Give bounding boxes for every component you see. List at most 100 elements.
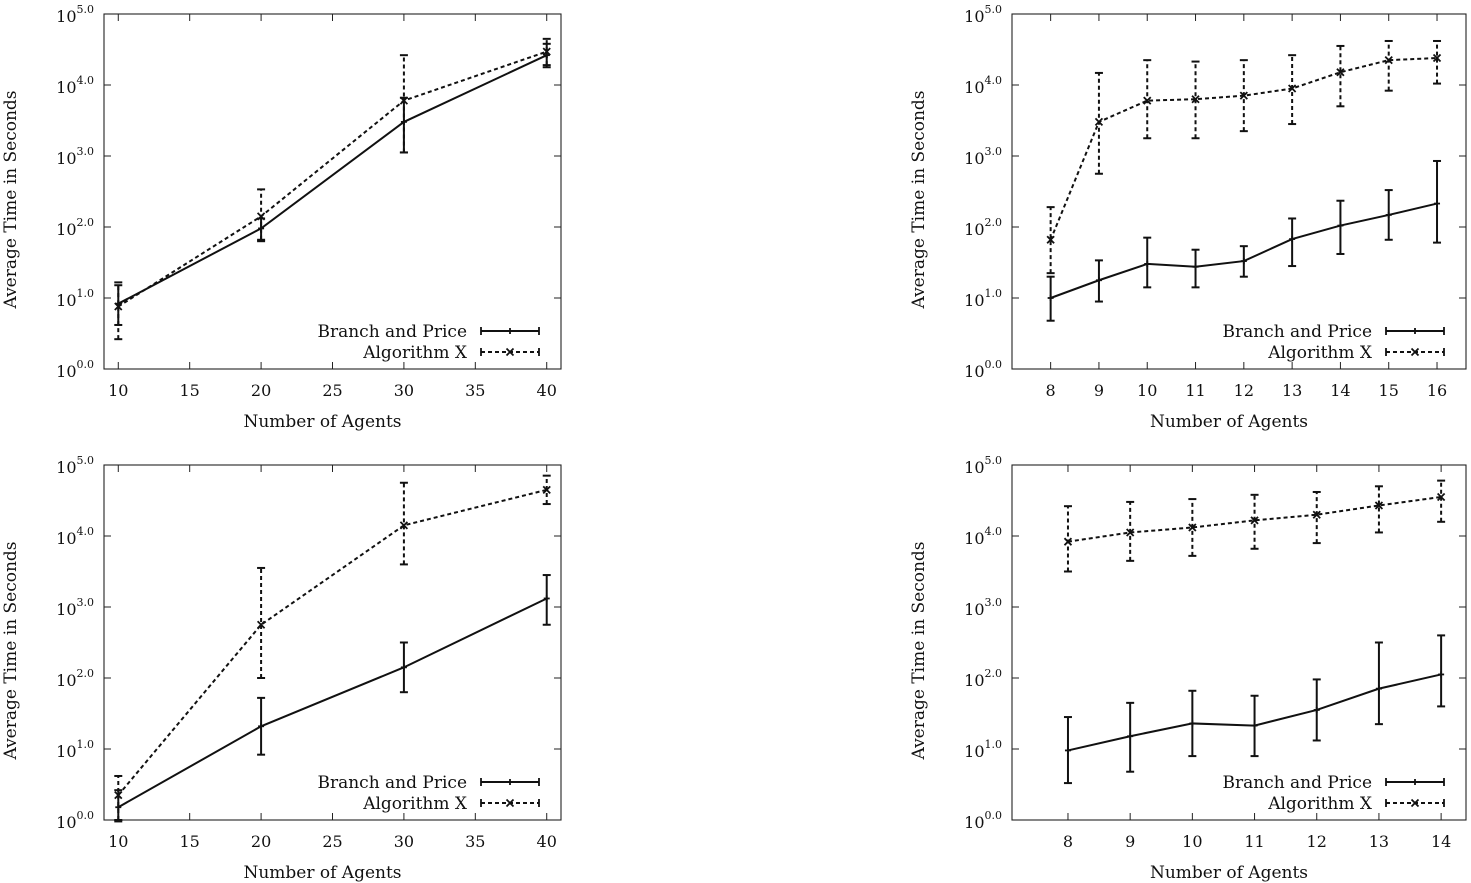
- x-tick-label: 15: [1379, 381, 1399, 400]
- data-point: [1127, 733, 1134, 740]
- y-tick-label: 103.0: [56, 596, 94, 619]
- y-tick-exponent: 0.0: [77, 809, 95, 822]
- x-tick-label: 10: [1137, 381, 1157, 400]
- y-tick-label: 100.0: [56, 809, 94, 832]
- y-tick-label: 103.0: [964, 145, 1002, 168]
- data-point: [400, 664, 407, 671]
- data-point: [1438, 671, 1445, 678]
- data-point: [1126, 528, 1135, 537]
- y-tick-label: 100.0: [56, 358, 94, 381]
- y-tick-exponent: 1.0: [77, 738, 95, 751]
- data-point: [1312, 510, 1321, 519]
- y-tick-label: 101.0: [56, 287, 94, 310]
- data-point: [258, 723, 265, 730]
- data-point: [1251, 722, 1258, 729]
- y-tick-exponent: 0.0: [77, 358, 95, 371]
- data-point: [114, 302, 123, 311]
- data-point: [256, 212, 266, 221]
- x-tick-label: 9: [1094, 381, 1104, 400]
- legend-entry: Algorithm X: [362, 343, 540, 363]
- y-axis-label: Average Time in Seconds: [1, 90, 21, 309]
- data-point: [1188, 523, 1197, 532]
- y-tick-base: 10: [56, 458, 76, 477]
- y-tick-base: 10: [56, 78, 76, 97]
- x-tick-label: 15: [180, 832, 200, 851]
- data-point: [1063, 537, 1073, 546]
- x-axis-label: Number of Agents: [243, 412, 401, 432]
- legend-entry: Algorithm X: [362, 794, 540, 814]
- data-point: [1191, 95, 1200, 104]
- y-tick-label: 103.0: [964, 596, 1002, 619]
- data-point: [1095, 277, 1102, 284]
- legend-entry: Branch and Price: [317, 773, 540, 793]
- data-point: [399, 521, 409, 530]
- legend-label: Algorithm X: [362, 343, 468, 363]
- plot-frame: [1011, 464, 1467, 821]
- y-tick-label: 102.0: [56, 216, 94, 239]
- x-tick-label: 40: [537, 832, 557, 851]
- legend-entry: Algorithm X: [1267, 794, 1445, 814]
- data-point: [542, 485, 551, 494]
- data-point: [1046, 235, 1055, 244]
- y-tick-exponent: 5.0: [77, 3, 95, 16]
- x-axis-label: Number of Agents: [1150, 863, 1308, 883]
- x-tick-label: 10: [108, 832, 128, 851]
- y-tick-base: 10: [964, 671, 984, 690]
- data-point: [1240, 258, 1247, 265]
- x-tick-label: 14: [1431, 832, 1451, 851]
- y-tick-exponent: 3.0: [985, 145, 1003, 158]
- series-line: [117, 597, 548, 809]
- y-tick-label: 101.0: [56, 738, 94, 761]
- y-tick-base: 10: [964, 78, 984, 97]
- y-tick-label: 104.0: [56, 74, 94, 97]
- x-tick-label: 12: [1234, 381, 1254, 400]
- y-tick-base: 10: [964, 742, 984, 761]
- legend-label: Branch and Price: [317, 322, 467, 342]
- x-tick-label: 10: [1182, 832, 1202, 851]
- y-tick-base: 10: [56, 813, 76, 832]
- y-tick-label: 101.0: [964, 738, 1002, 761]
- legend-entry: Branch and Price: [317, 322, 540, 342]
- y-tick-base: 10: [964, 149, 984, 168]
- y-tick-base: 10: [56, 220, 76, 239]
- data-point: [1313, 706, 1320, 713]
- y-tick-label: 105.0: [56, 454, 94, 477]
- y-tick-base: 10: [56, 529, 76, 548]
- y-tick-label: 103.0: [56, 145, 94, 168]
- legend-entry: Algorithm X: [1267, 343, 1445, 363]
- x-tick-label: 13: [1282, 381, 1302, 400]
- x-tick-label: 30: [394, 832, 414, 851]
- data-point: [256, 620, 266, 629]
- data-point: [1189, 720, 1196, 727]
- data-point: [542, 47, 551, 56]
- x-axis-label: Number of Agents: [1150, 412, 1308, 432]
- data-point: [1192, 263, 1199, 270]
- x-tick-label: 15: [180, 381, 200, 400]
- x-tick-label: 11: [1244, 832, 1264, 851]
- x-axis-label: Number of Agents: [243, 863, 401, 883]
- y-tick-label: 104.0: [964, 525, 1002, 548]
- legend-label: Algorithm X: [1267, 794, 1373, 814]
- series-algorithm-x: [114, 37, 551, 341]
- data-point: [1094, 117, 1104, 127]
- y-tick-base: 10: [964, 220, 984, 239]
- series-branch-and-price: [114, 42, 551, 326]
- data-point: [1434, 200, 1441, 207]
- x-tick-label: 30: [394, 381, 414, 400]
- y-tick-base: 10: [56, 600, 76, 619]
- x-tick-label: 10: [108, 381, 128, 400]
- legend-label: Branch and Price: [1222, 322, 1372, 342]
- plot-frame: [103, 13, 562, 370]
- x-tick-label: 11: [1185, 381, 1205, 400]
- x-tick-label: 14: [1330, 381, 1350, 400]
- series-algorithm-x: [1046, 39, 1442, 275]
- y-tick-label: 104.0: [964, 74, 1002, 97]
- y-tick-exponent: 2.0: [985, 216, 1003, 229]
- data-point: [543, 595, 550, 602]
- series-algorithm-x: [1063, 479, 1446, 573]
- x-tick-label: 8: [1063, 832, 1073, 851]
- y-tick-label: 102.0: [964, 667, 1002, 690]
